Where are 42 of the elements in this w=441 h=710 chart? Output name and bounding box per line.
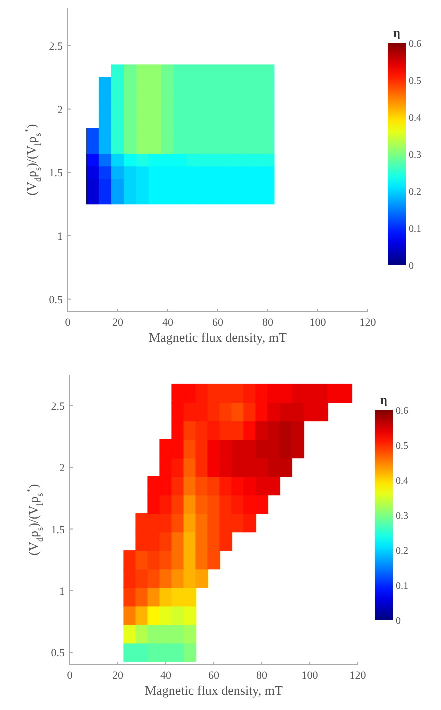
x-tick-label: 60 bbox=[208, 670, 220, 682]
y-tick-label: 0.5 bbox=[51, 648, 66, 660]
y-tick-label: 2 bbox=[58, 104, 63, 116]
color-bar-label: 0.6 bbox=[396, 406, 408, 417]
color-bar-label: 0.3 bbox=[396, 511, 408, 522]
color-bar-label: 0.1 bbox=[396, 581, 408, 592]
x-tick-label: 100 bbox=[302, 670, 319, 682]
color-bar-label: 0.5 bbox=[409, 76, 422, 87]
x-tick-label: 80 bbox=[256, 670, 268, 682]
color-bar-title: η bbox=[380, 393, 388, 407]
color-bar-label: 0.3 bbox=[409, 150, 422, 161]
y-tick-label: 2.5 bbox=[51, 400, 66, 413]
color-bar-label: 0.6 bbox=[409, 39, 422, 50]
x-tick-label: 40 bbox=[160, 670, 172, 682]
x-tick-label: 120 bbox=[350, 670, 367, 682]
color-bar-label: 0.1 bbox=[409, 224, 422, 235]
color-bar-label: 0.2 bbox=[409, 187, 422, 198]
x-axis-title: Magnetic flux density, mT bbox=[145, 683, 283, 698]
x-tick-label: 100 bbox=[310, 317, 327, 329]
x-tick-label: 20 bbox=[112, 317, 124, 329]
x-tick-label: 120 bbox=[360, 317, 377, 329]
x-axis-title: Magnetic flux density, mT bbox=[149, 330, 287, 345]
y-tick-label: 1 bbox=[60, 586, 65, 598]
y-tick-label: 2 bbox=[60, 462, 65, 475]
color-bar-label: 0.4 bbox=[409, 113, 422, 124]
color-bar-label: 0.2 bbox=[396, 546, 408, 557]
x-tick-label: 20 bbox=[112, 670, 124, 682]
x-tick-label: 60 bbox=[212, 317, 224, 329]
x-tick-label: 0 bbox=[65, 317, 72, 329]
y-tick-label: 1 bbox=[58, 231, 63, 243]
x-tick-label: 40 bbox=[162, 317, 174, 329]
color-bar-label: 0.5 bbox=[396, 441, 408, 452]
color-bar-label: 0 bbox=[409, 261, 414, 272]
color-bar-title: η bbox=[394, 26, 401, 40]
y-tick-label: 0.5 bbox=[49, 294, 64, 306]
color-bar-label: 0 bbox=[396, 616, 401, 627]
y-tick-label: 1.5 bbox=[51, 524, 66, 536]
y-tick-label: 2.5 bbox=[49, 41, 64, 53]
x-tick-label: 80 bbox=[262, 317, 274, 329]
color-bar-label: 0.4 bbox=[396, 476, 408, 487]
x-tick-label: 0 bbox=[67, 670, 74, 682]
y-tick-label: 1.5 bbox=[49, 168, 64, 180]
